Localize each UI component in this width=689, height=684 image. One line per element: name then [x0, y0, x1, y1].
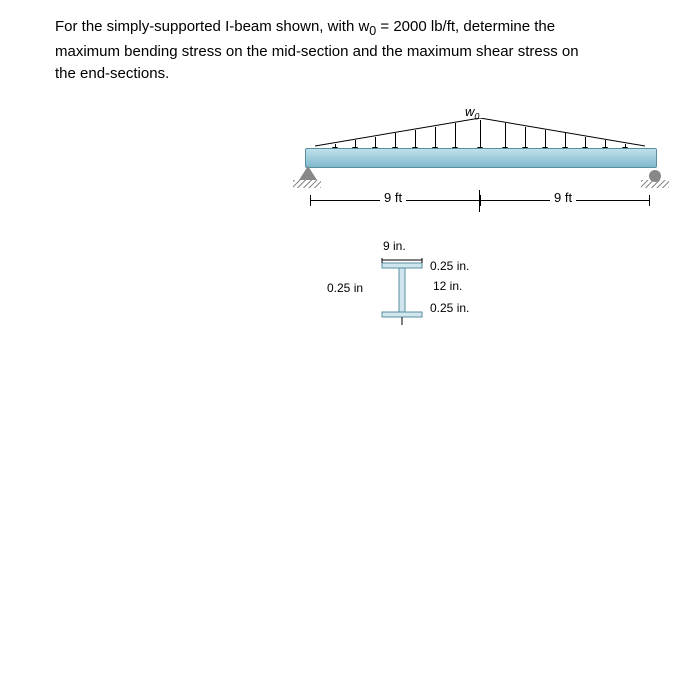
flange-width-label: 9 in.: [383, 239, 406, 253]
ground-hatch-right-icon: [641, 180, 669, 188]
top-flange-thickness-label: 0.25 in.: [430, 259, 469, 273]
problem-line1b: = 2000 lb/ft, determine the: [376, 18, 555, 35]
pin-support-icon: [299, 166, 317, 180]
beam-icon: [305, 148, 657, 168]
span-left-label: 9 ft: [380, 190, 406, 205]
problem-statement: For the simply-supported I-beam shown, w…: [55, 16, 635, 86]
web-thickness-label: 0.25 in: [327, 281, 363, 295]
problem-line2: maximum bending stress on the mid-sectio…: [55, 43, 579, 60]
cross-section-figure: 9 in. 0.25 in. 0.25 in 12 in. 0.25 in.: [355, 245, 505, 335]
problem-line1a: For the simply-supported I-beam shown, w…: [55, 18, 369, 35]
load-symbol: w: [465, 104, 474, 119]
dimension-mid-tick: [479, 190, 480, 212]
span-right-label: 9 ft: [550, 190, 576, 205]
ibeam-section-icon: [377, 255, 427, 325]
overall-depth-label: 12 in.: [433, 279, 462, 293]
triangular-load-icon: [315, 118, 645, 148]
problem-line3: the end-sections.: [55, 65, 169, 82]
bottom-flange-thickness-label: 0.25 in.: [430, 301, 469, 315]
ground-hatch-left-icon: [293, 180, 321, 188]
